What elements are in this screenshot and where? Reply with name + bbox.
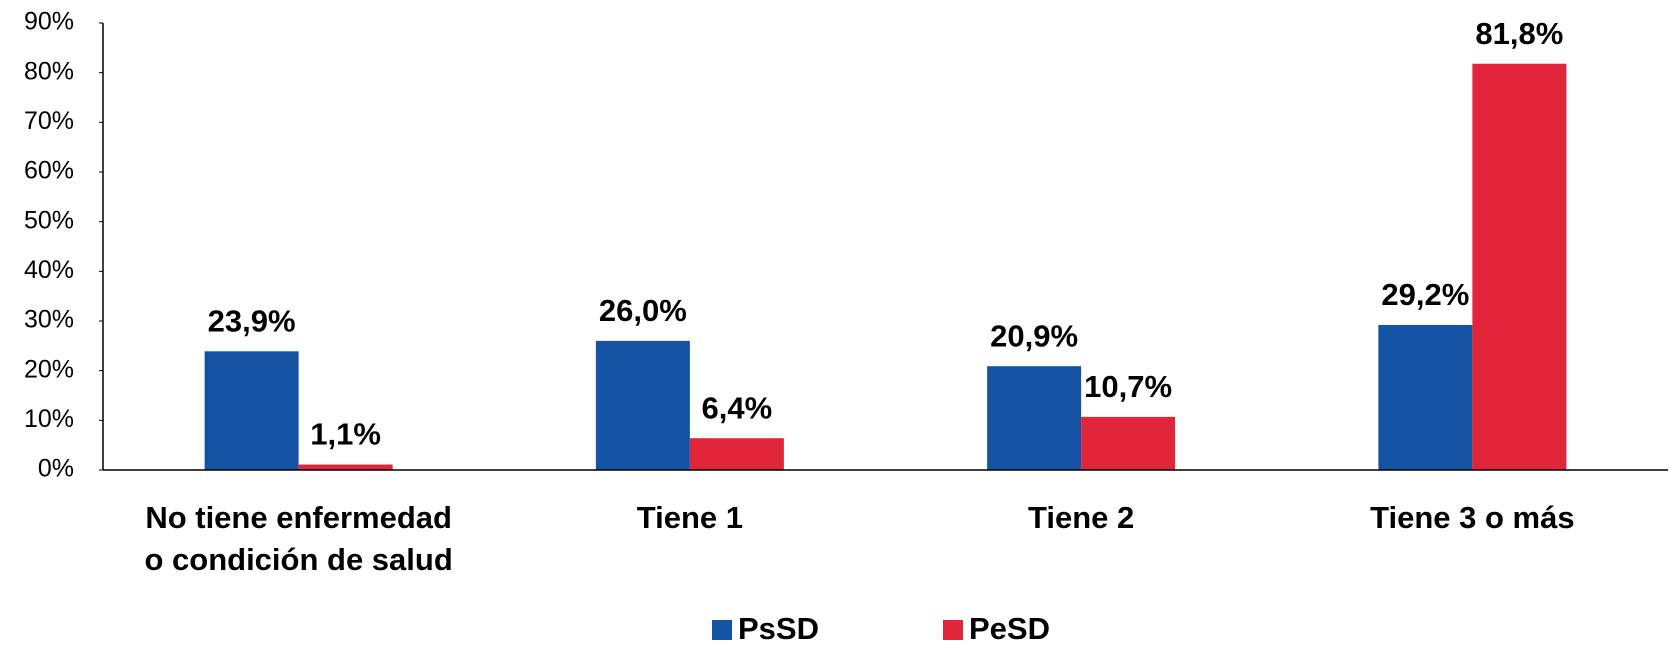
bar <box>1081 416 1176 470</box>
value-label: 6,4% <box>702 390 773 425</box>
bar <box>595 340 690 470</box>
y-tick-label: 90% <box>24 8 74 36</box>
legend-swatch <box>943 620 963 640</box>
y-tick-label: 70% <box>24 107 74 135</box>
value-label: 1,1% <box>310 417 381 452</box>
value-label: 26,0% <box>599 293 687 328</box>
y-tick-label: 10% <box>24 405 74 433</box>
bar <box>1472 63 1567 471</box>
y-tick-label: 0% <box>38 455 74 483</box>
y-tick-label: 60% <box>24 157 74 185</box>
x-tick-label: Tiene 2 <box>1028 500 1134 535</box>
x-tick-label: No tiene enfermedad o condición de salud <box>144 500 452 577</box>
x-tick-label: Tiene 1 <box>637 500 743 535</box>
y-tick-label: 40% <box>24 256 74 284</box>
y-tick-label: 20% <box>24 355 74 383</box>
value-label: 81,8% <box>1475 16 1563 51</box>
legend-label: PsSD <box>738 611 819 645</box>
bar <box>298 464 393 470</box>
legend-label: PeSD <box>969 611 1050 645</box>
y-tick-label: 80% <box>24 57 74 85</box>
y-tick-label: 50% <box>24 206 74 234</box>
x-tick-label: Tiene 3 o más <box>1370 500 1574 535</box>
value-label: 29,2% <box>1381 277 1469 312</box>
bar <box>1378 324 1473 470</box>
bar <box>987 366 1082 470</box>
y-tick-label: 30% <box>24 306 74 334</box>
value-label: 23,9% <box>208 303 296 338</box>
value-label: 10,7% <box>1084 369 1172 404</box>
bar <box>689 438 784 470</box>
value-label: 20,9% <box>990 318 1078 353</box>
legend-swatch <box>712 620 732 640</box>
bar <box>204 351 299 470</box>
